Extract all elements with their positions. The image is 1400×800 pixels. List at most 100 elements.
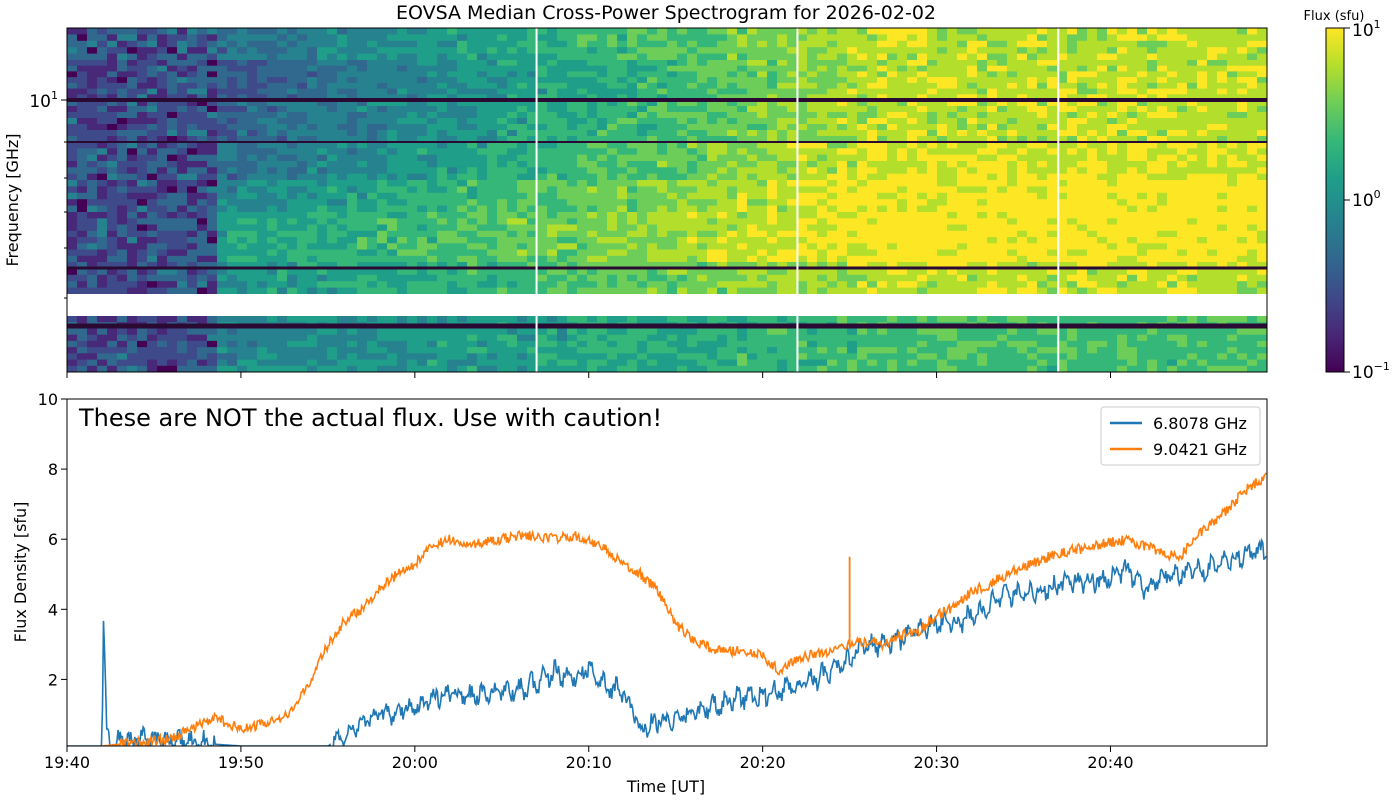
heatmap-cell xyxy=(217,130,228,137)
heatmap-cell xyxy=(327,154,338,162)
heatmap-cell xyxy=(997,142,1008,149)
heatmap-cell xyxy=(847,262,858,269)
heatmap-cell xyxy=(1037,106,1048,113)
heatmap-cell xyxy=(127,255,138,263)
heatmap-cell xyxy=(1217,212,1228,219)
heatmap-cell xyxy=(517,112,528,119)
heatmap-cell xyxy=(837,130,848,137)
heatmap-cell xyxy=(307,94,318,101)
heatmap-cell xyxy=(1027,224,1038,232)
heatmap-cell xyxy=(157,34,168,42)
heatmap-cell xyxy=(237,199,248,207)
heatmap-cell xyxy=(707,71,718,78)
heatmap-cell xyxy=(267,173,278,181)
heatmap-cell xyxy=(1227,94,1238,101)
heatmap-cell xyxy=(997,71,1008,78)
heatmap-cell xyxy=(877,94,888,101)
heatmap-cell xyxy=(127,218,138,226)
heatmap-cell xyxy=(657,192,668,200)
heatmap-cell xyxy=(477,281,488,289)
heatmap-cell xyxy=(187,40,198,48)
heatmap-cell xyxy=(307,180,318,187)
heatmap-cell xyxy=(247,94,258,101)
heatmap-cell xyxy=(857,268,868,276)
heatmap-cell xyxy=(357,161,368,168)
heatmap-cell xyxy=(417,218,428,226)
heatmap-cell xyxy=(567,205,578,213)
heatmap-cell xyxy=(1177,142,1188,149)
heatmap-cell xyxy=(387,28,398,35)
heatmap-cell xyxy=(607,82,618,90)
heatmap-cell xyxy=(617,224,628,232)
heatmap-cell xyxy=(97,118,108,125)
heatmap-cell xyxy=(67,88,78,95)
heatmap-cell xyxy=(317,130,328,137)
heatmap-cell xyxy=(267,148,278,156)
heatmap-cell xyxy=(827,161,838,168)
heatmap-cell xyxy=(1107,192,1118,200)
heatmap-cell xyxy=(867,199,878,207)
heatmap-cell xyxy=(97,34,108,42)
heatmap-cell xyxy=(407,173,418,181)
heatmap-cell xyxy=(1227,199,1238,207)
heatmap-cell xyxy=(117,224,128,232)
heatmap-cell xyxy=(467,205,478,213)
heatmap-cell xyxy=(877,65,888,72)
heatmap-cell xyxy=(677,186,688,194)
heatmap-cell xyxy=(207,100,218,107)
heatmap-cell xyxy=(667,281,678,289)
heatmap-cell xyxy=(437,71,448,78)
heatmap-cell xyxy=(1107,148,1118,156)
heatmap-cell xyxy=(497,47,508,55)
heatmap-cell xyxy=(407,88,418,95)
heatmap-cell xyxy=(177,40,188,48)
heatmap-cell xyxy=(667,82,678,90)
heatmap-cell xyxy=(1017,47,1028,55)
heatmap-cell xyxy=(1097,167,1108,175)
heatmap-cell xyxy=(647,274,658,282)
heatmap-cell xyxy=(297,262,308,269)
heatmap-cell xyxy=(1117,53,1128,61)
heatmap-cell xyxy=(547,106,558,113)
heatmap-cell xyxy=(357,40,368,48)
heatmap-cell xyxy=(707,65,718,72)
heatmap-cell xyxy=(1097,47,1108,55)
heatmap-cell xyxy=(947,180,958,187)
heatmap-cell xyxy=(877,124,888,131)
heatmap-cell xyxy=(317,186,328,194)
heatmap-cell xyxy=(1097,148,1108,156)
heatmap-cell xyxy=(817,94,828,101)
heatmap-cell xyxy=(407,71,418,78)
heatmap-cell xyxy=(337,180,348,187)
heatmap-cell xyxy=(687,88,698,95)
heatmap-cell xyxy=(257,192,268,200)
heatmap-cell xyxy=(857,154,868,162)
heatmap-cell xyxy=(1237,243,1248,251)
heatmap-cell xyxy=(167,94,178,101)
heatmap-cell xyxy=(957,130,968,137)
heatmap-cell xyxy=(567,192,578,200)
heatmap-cell xyxy=(927,136,938,143)
heatmap-cell xyxy=(817,224,828,232)
heatmap-cell xyxy=(367,124,378,131)
heatmap-cell xyxy=(957,148,968,156)
heatmap-cell xyxy=(387,148,398,156)
heatmap-cell xyxy=(1137,100,1148,107)
heatmap-cell xyxy=(1097,40,1108,48)
heatmap-cell xyxy=(297,34,308,42)
heatmap-cell xyxy=(957,167,968,175)
heatmap-cell xyxy=(797,40,808,48)
heatmap-cell xyxy=(937,199,948,207)
heatmap-cell xyxy=(967,53,978,61)
heatmap-cell xyxy=(757,118,768,125)
heatmap-cell xyxy=(267,40,278,48)
heatmap-cell xyxy=(857,173,868,181)
heatmap-cell xyxy=(1217,268,1228,276)
heatmap-cell xyxy=(857,230,868,238)
heatmap-cell xyxy=(207,262,218,269)
heatmap-cell xyxy=(1037,60,1048,67)
heatmap-cell xyxy=(567,268,578,276)
heatmap-cell xyxy=(297,243,308,251)
heatmap-cell xyxy=(267,82,278,90)
heatmap-cell xyxy=(1107,186,1118,194)
